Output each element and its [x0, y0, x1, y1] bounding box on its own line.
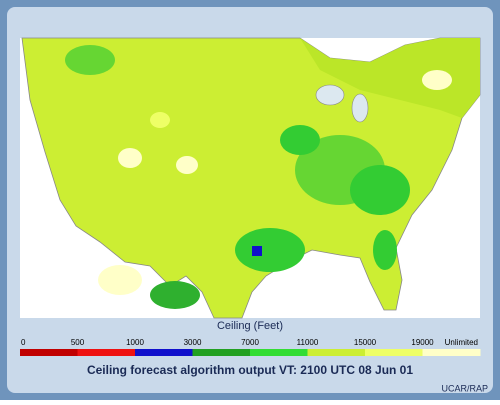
colorbar-tick-label: 3000 — [184, 338, 202, 347]
credit: UCAR/RAP — [441, 383, 488, 393]
colorbar-segment — [135, 349, 193, 356]
green-area — [150, 281, 200, 309]
colorbar-tick-label: 11000 — [297, 338, 319, 347]
map — [21, 37, 481, 319]
pale-area — [118, 148, 142, 168]
colorbar-segment — [250, 349, 308, 356]
pale-area — [422, 70, 452, 90]
colorbar-tick-label: 7000 — [241, 338, 259, 347]
green-area — [280, 125, 320, 155]
pale-area — [98, 265, 142, 295]
green-area — [373, 230, 397, 270]
colorbar-tick-label: Unlimited — [445, 338, 478, 347]
colorbar-tick-label: 15000 — [354, 338, 377, 347]
blue-area — [252, 246, 262, 256]
colorbar-segment — [20, 349, 78, 356]
northeast-region — [300, 38, 480, 118]
colorbar-tick-label: 500 — [71, 338, 85, 347]
colorbar: 0 500 1000 3000 7000 11000 15000 19000 Unlimited — [20, 338, 481, 356]
green-area — [65, 45, 115, 75]
colorbar-segment — [365, 349, 423, 356]
colorbar-tick-label: 1000 — [126, 338, 144, 347]
colorbar-segment — [422, 349, 481, 356]
caption: Ceiling forecast algorithm output VT: 21… — [87, 363, 413, 377]
colorbar-segment — [192, 349, 251, 356]
green-area — [235, 228, 305, 272]
pale-area — [150, 112, 170, 128]
colorbar-segment — [77, 349, 136, 356]
colorbar-tick-label: 0 — [21, 338, 26, 347]
lake — [351, 93, 369, 123]
colorbar-segment — [307, 349, 366, 356]
colorbar-tick-label: 19000 — [411, 338, 434, 347]
green-area — [350, 165, 410, 215]
lake — [315, 84, 345, 106]
legend-label: Ceiling (Feet) — [217, 320, 283, 332]
pale-area — [176, 156, 198, 174]
